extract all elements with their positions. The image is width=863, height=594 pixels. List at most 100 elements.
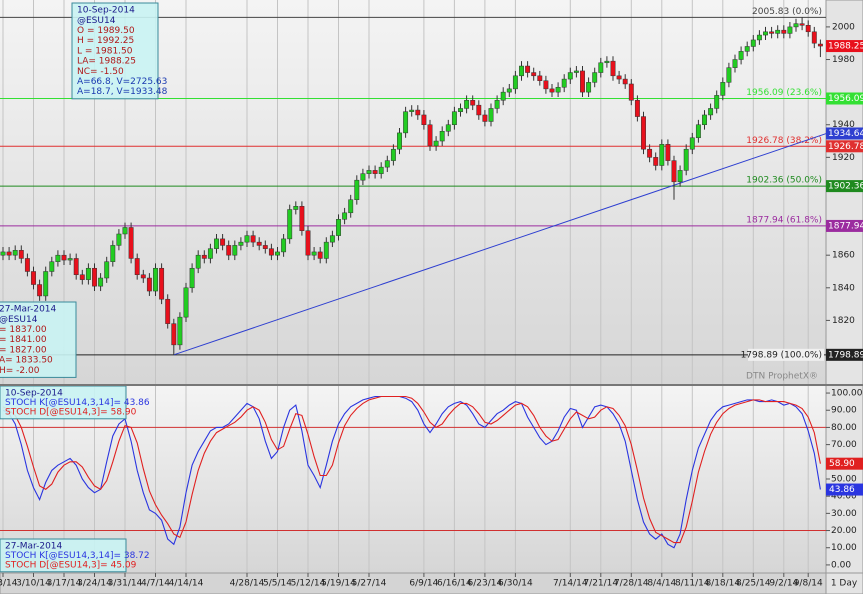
candle-body [390,148,396,161]
candle-body [763,31,768,36]
candle-body [378,166,384,174]
x-tick-label: 9/8/14 [794,579,823,589]
stoch-panel [0,386,826,573]
candle-body [177,316,183,346]
x-tick-label: 6/16/14 [437,579,472,589]
candle-body [531,72,537,77]
candle-body [653,157,659,166]
info-line: STOCH D[@ESU14,3]= 45.09 [5,561,137,571]
candle-body [49,261,55,272]
info-line: = 1837.00 [0,325,47,335]
price-plot: DTN ProphetX® 2005.83 (0.0%) 1956.09 (23.6… [0,0,826,384]
x-tick-label: 3/3/14 [0,579,18,589]
candle-body [104,261,110,279]
info-line: @ESU14 [0,315,38,325]
candle-body [317,251,323,259]
y-tick-label: 10.00 [831,543,857,553]
level-label: 2005.83 (0.0%) [752,7,822,17]
candle-body [610,60,616,77]
candle-body [244,235,250,243]
x-tick-label: 5/5/14 [263,579,292,589]
candle-body [183,287,189,318]
candle-body [567,72,573,80]
candle-body [421,114,427,125]
candle-body [159,267,165,300]
candle-body [769,31,775,34]
y-tick-label: 50.00 [831,474,857,484]
candle-body [397,132,402,150]
candle-body [573,70,579,73]
info-line: 10-Sep-2014 [77,6,135,16]
candle-body [476,104,482,116]
x-tick-label: 8/25/14 [736,579,771,589]
stoch-line [2,395,821,544]
candle-body [592,72,598,83]
info-line: LA= 1988.25 [77,57,136,67]
y-tick-label: 1940 [832,120,855,130]
candle-body [85,267,91,280]
candle-body [18,250,24,259]
info-line: STOCH K[@ESU14,3,14]= 38.72 [5,551,150,561]
candle-body [616,75,622,80]
value-box-label: 1798.89 [828,350,863,360]
candle-body [122,227,128,235]
y-tick-label: 100.00 [831,389,863,399]
candle-body [201,254,207,259]
value-box [826,457,863,470]
x-tick-label: 4/28/14 [230,579,265,589]
level-label: 1902.36 (50.0%) [746,176,822,186]
info-line: A=66.8, V=2725.63 [77,77,167,87]
candle-body [543,80,549,90]
candle-body [171,323,177,346]
x-tick-label: 5/27/14 [352,579,387,589]
candle-body [634,100,640,117]
x-tick-label: 3/31/14 [108,579,143,589]
info-box [0,301,77,378]
candle-body [293,206,299,210]
candle-body [275,251,280,256]
candle-body [305,230,311,256]
value-box-label: 1877.94 [828,221,863,231]
candle-body [525,65,531,73]
candle-body [537,75,543,81]
candle-body [354,179,360,200]
candle-body [98,277,104,287]
y-tick-label: 1840 [832,283,855,293]
candle-body [207,248,213,259]
candle-body [329,235,335,243]
candle-body [787,26,793,34]
y-tick-label: 30.00 [831,509,857,519]
level-label: 1926.78 (38.2%) [746,136,822,146]
candle-body [37,284,43,297]
period-bg [825,572,863,594]
x-tick-label: 8/4/14 [647,579,676,589]
candle-body [506,88,512,93]
candle-body [732,59,738,68]
level-label: 1877.94 (61.8%) [746,215,822,225]
stoch-line [2,395,821,549]
candle-body [586,82,592,93]
x-tick-label: 9/2/14 [769,579,798,589]
candle-body [470,100,476,106]
info-box [0,538,127,573]
candle-body [384,160,390,168]
candle-body [92,267,97,287]
candle-body [348,199,354,214]
candle-body [189,267,195,289]
candle-body [458,108,463,112]
x-tick-label: 3/17/14 [47,579,82,589]
candle-body [604,60,610,64]
value-box [826,140,863,153]
y-tick-label: 0.00 [831,560,851,570]
candle-body [403,111,409,134]
candle-body [43,271,49,297]
value-box [826,219,863,232]
info-line: = 1841.00 [0,335,47,345]
y-tick-label: 1920 [832,153,855,163]
value-box [826,348,863,361]
y-tick-label: 20.00 [831,526,857,536]
candle-body [683,148,689,171]
candle-body [750,39,756,47]
info-line: L = 1981.50 [77,46,133,56]
